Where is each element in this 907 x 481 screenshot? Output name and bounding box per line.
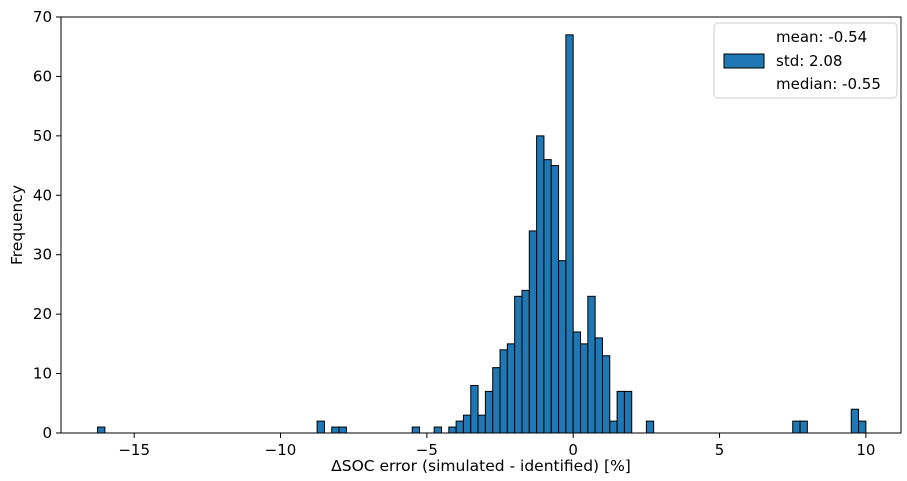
y-axis: 0 10 20 30 40 50 60 70 <box>33 8 61 442</box>
histogram-bar <box>521 289 530 434</box>
histogram-bar <box>616 390 625 434</box>
legend: mean: -0.54 std: 2.08 median: -0.55 <box>713 22 898 99</box>
x-tick-label: −5 <box>416 441 438 459</box>
x-axis: −15 −10 −5 0 5 10 <box>118 433 875 459</box>
y-tick-label: 20 <box>33 305 52 323</box>
histogram-bar <box>565 34 574 434</box>
histogram-bar <box>316 420 325 434</box>
histogram-bar <box>609 420 618 434</box>
y-tick-label: 0 <box>42 424 52 442</box>
histogram-bar <box>850 408 860 434</box>
histogram-bar <box>462 414 472 434</box>
histogram-bar <box>572 331 582 434</box>
y-tick-label: 30 <box>33 246 52 264</box>
legend-swatch <box>723 53 765 69</box>
y-tick-label: 60 <box>33 67 52 85</box>
histogram-bar <box>543 159 552 434</box>
histogram-bar <box>455 420 464 434</box>
histogram-bar <box>536 135 545 434</box>
histogram-bar <box>594 337 603 434</box>
histogram-bar <box>492 367 501 434</box>
legend-line-mean: mean: -0.54 <box>776 28 867 46</box>
x-tick-label: 5 <box>715 441 725 459</box>
y-axis-label: Frequency <box>8 185 26 265</box>
histogram-bar <box>623 390 633 434</box>
histogram-bar <box>558 260 567 434</box>
y-tick-label: 10 <box>33 365 52 383</box>
y-tick-label: 50 <box>33 127 52 145</box>
histogram-bar <box>587 295 596 434</box>
plot-frame <box>60 16 902 434</box>
histogram-bar <box>514 295 523 434</box>
x-tick-label: 0 <box>568 441 578 459</box>
histogram-bar <box>550 165 560 434</box>
y-tick-label: 40 <box>33 186 52 204</box>
histogram-bar <box>792 420 801 434</box>
histogram-bar <box>506 343 516 434</box>
histogram-bar <box>601 355 611 434</box>
histogram-bar <box>470 384 479 434</box>
x-tick-label: 10 <box>856 441 875 459</box>
histogram-bar <box>528 230 538 434</box>
histogram-bar <box>484 390 494 434</box>
y-tick-label: 70 <box>33 8 52 26</box>
histogram-bar <box>477 414 486 434</box>
x-tick-label: −10 <box>265 441 297 459</box>
histogram-bar <box>858 420 867 434</box>
histogram-bar <box>645 420 655 434</box>
histogram-bar <box>97 426 106 434</box>
legend-box <box>713 22 898 99</box>
x-tick-label: −15 <box>118 441 150 459</box>
legend-line-median: median: -0.55 <box>776 75 881 93</box>
histogram-bar <box>411 426 421 434</box>
histogram-bar <box>338 426 347 434</box>
x-axis-label: ΔSOC error (simulated - identified) [%] <box>331 457 631 475</box>
legend-line-std: std: 2.08 <box>776 52 842 70</box>
histogram-bar <box>448 426 457 434</box>
histogram-bar <box>433 426 442 434</box>
histogram-bar <box>499 349 508 434</box>
histogram-bar <box>799 420 808 434</box>
histogram-bar <box>580 343 589 434</box>
histogram-bar <box>331 426 340 434</box>
